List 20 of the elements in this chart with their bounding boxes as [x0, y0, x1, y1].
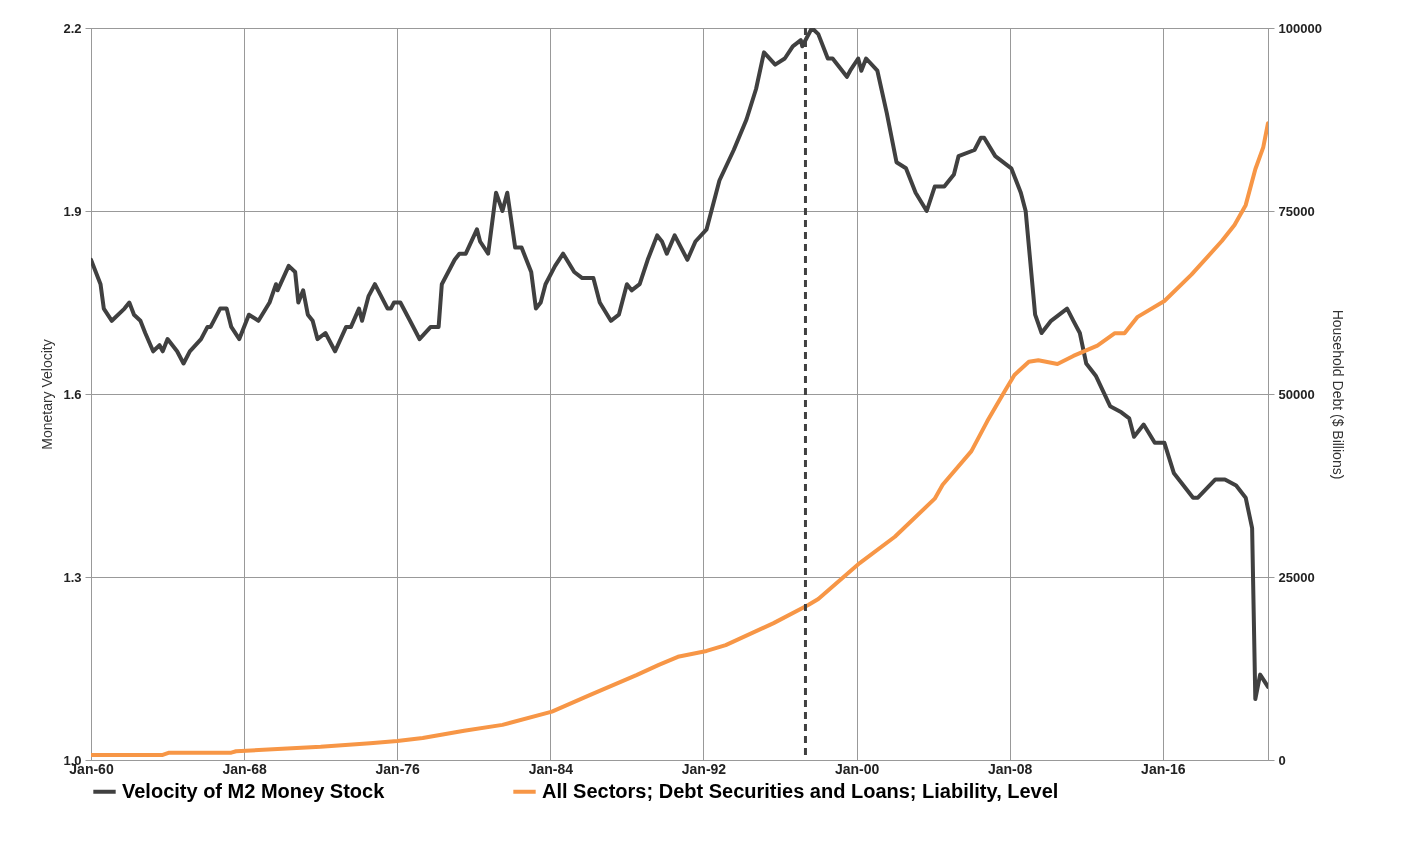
x-tick-label: Jan-08: [987, 760, 1033, 777]
y2-tick-label: 50000: [1278, 386, 1315, 402]
legend-label: All Sectors; Debt Securities and Loans; Liability, Level: [542, 779, 1059, 802]
y2-tick-label: 25000: [1278, 569, 1315, 585]
y2-tick-label: 75000: [1278, 203, 1315, 219]
legend-label: Velocity of M2 Money Stock: [122, 779, 386, 802]
y-tick-label: 2.2: [63, 20, 82, 36]
y2-tick-label: 0: [1278, 752, 1286, 768]
y2-tick-label: 100000: [1278, 20, 1322, 36]
y-axis-title: Monetary Velocity: [39, 339, 56, 450]
y-tick-label: 1.6: [63, 386, 82, 402]
x-tick-label: Jan-16: [1141, 760, 1186, 777]
x-tick-label: Jan-92: [681, 760, 727, 777]
y-tick-label: 1.9: [63, 203, 82, 219]
x-tick-label: Jan-84: [528, 760, 574, 777]
y2-axis-title: Household Debt ($ Billions): [1329, 309, 1346, 480]
x-tick-label: Jan-76: [375, 760, 421, 777]
y-tick-label: 1.3: [63, 569, 82, 585]
x-tick-label: Jan-00: [834, 760, 880, 777]
x-tick-label: Jan-68: [222, 760, 267, 777]
